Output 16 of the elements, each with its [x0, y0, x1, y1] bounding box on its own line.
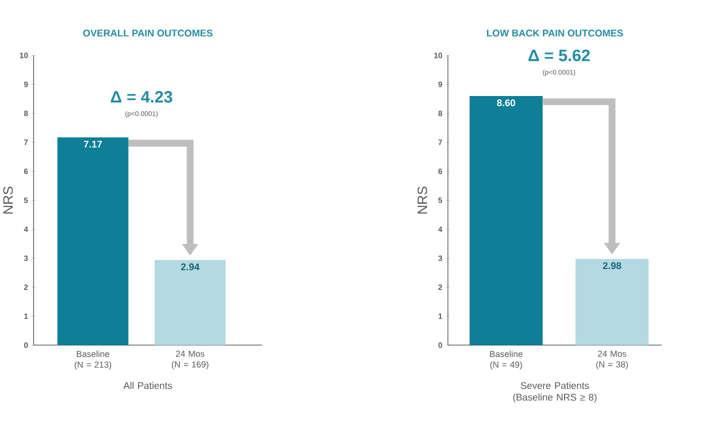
x-tick-label: Baseline (N = 213): [74, 350, 112, 370]
data-label: 2.98: [602, 262, 622, 269]
chart-title: OVERALL PAIN OUTCOMES: [83, 30, 212, 36]
y-axis-title: NRS: [3, 186, 13, 214]
chart-title: LOW BACK PAIN OUTCOMES: [486, 30, 624, 36]
x-axis-title: All Patients: [123, 382, 172, 389]
annotation: Δ = 4.23: [110, 90, 172, 103]
x-axis-title: Severe Patients (Baseline NRS ≥ 8): [513, 382, 596, 402]
x-tick-label: 24 Mos (N = 38): [596, 350, 628, 370]
annotation: Δ = 5.62: [528, 49, 590, 62]
data-label: 8.60: [497, 99, 516, 106]
data-label: 7.17: [84, 140, 102, 148]
x-tick-label: 24 Mos (N = 169): [172, 350, 208, 370]
x-tick-label: Baseline (N = 49): [490, 350, 522, 370]
data-label: 2.94: [181, 263, 200, 270]
y-axis-title: NRS: [418, 186, 428, 214]
